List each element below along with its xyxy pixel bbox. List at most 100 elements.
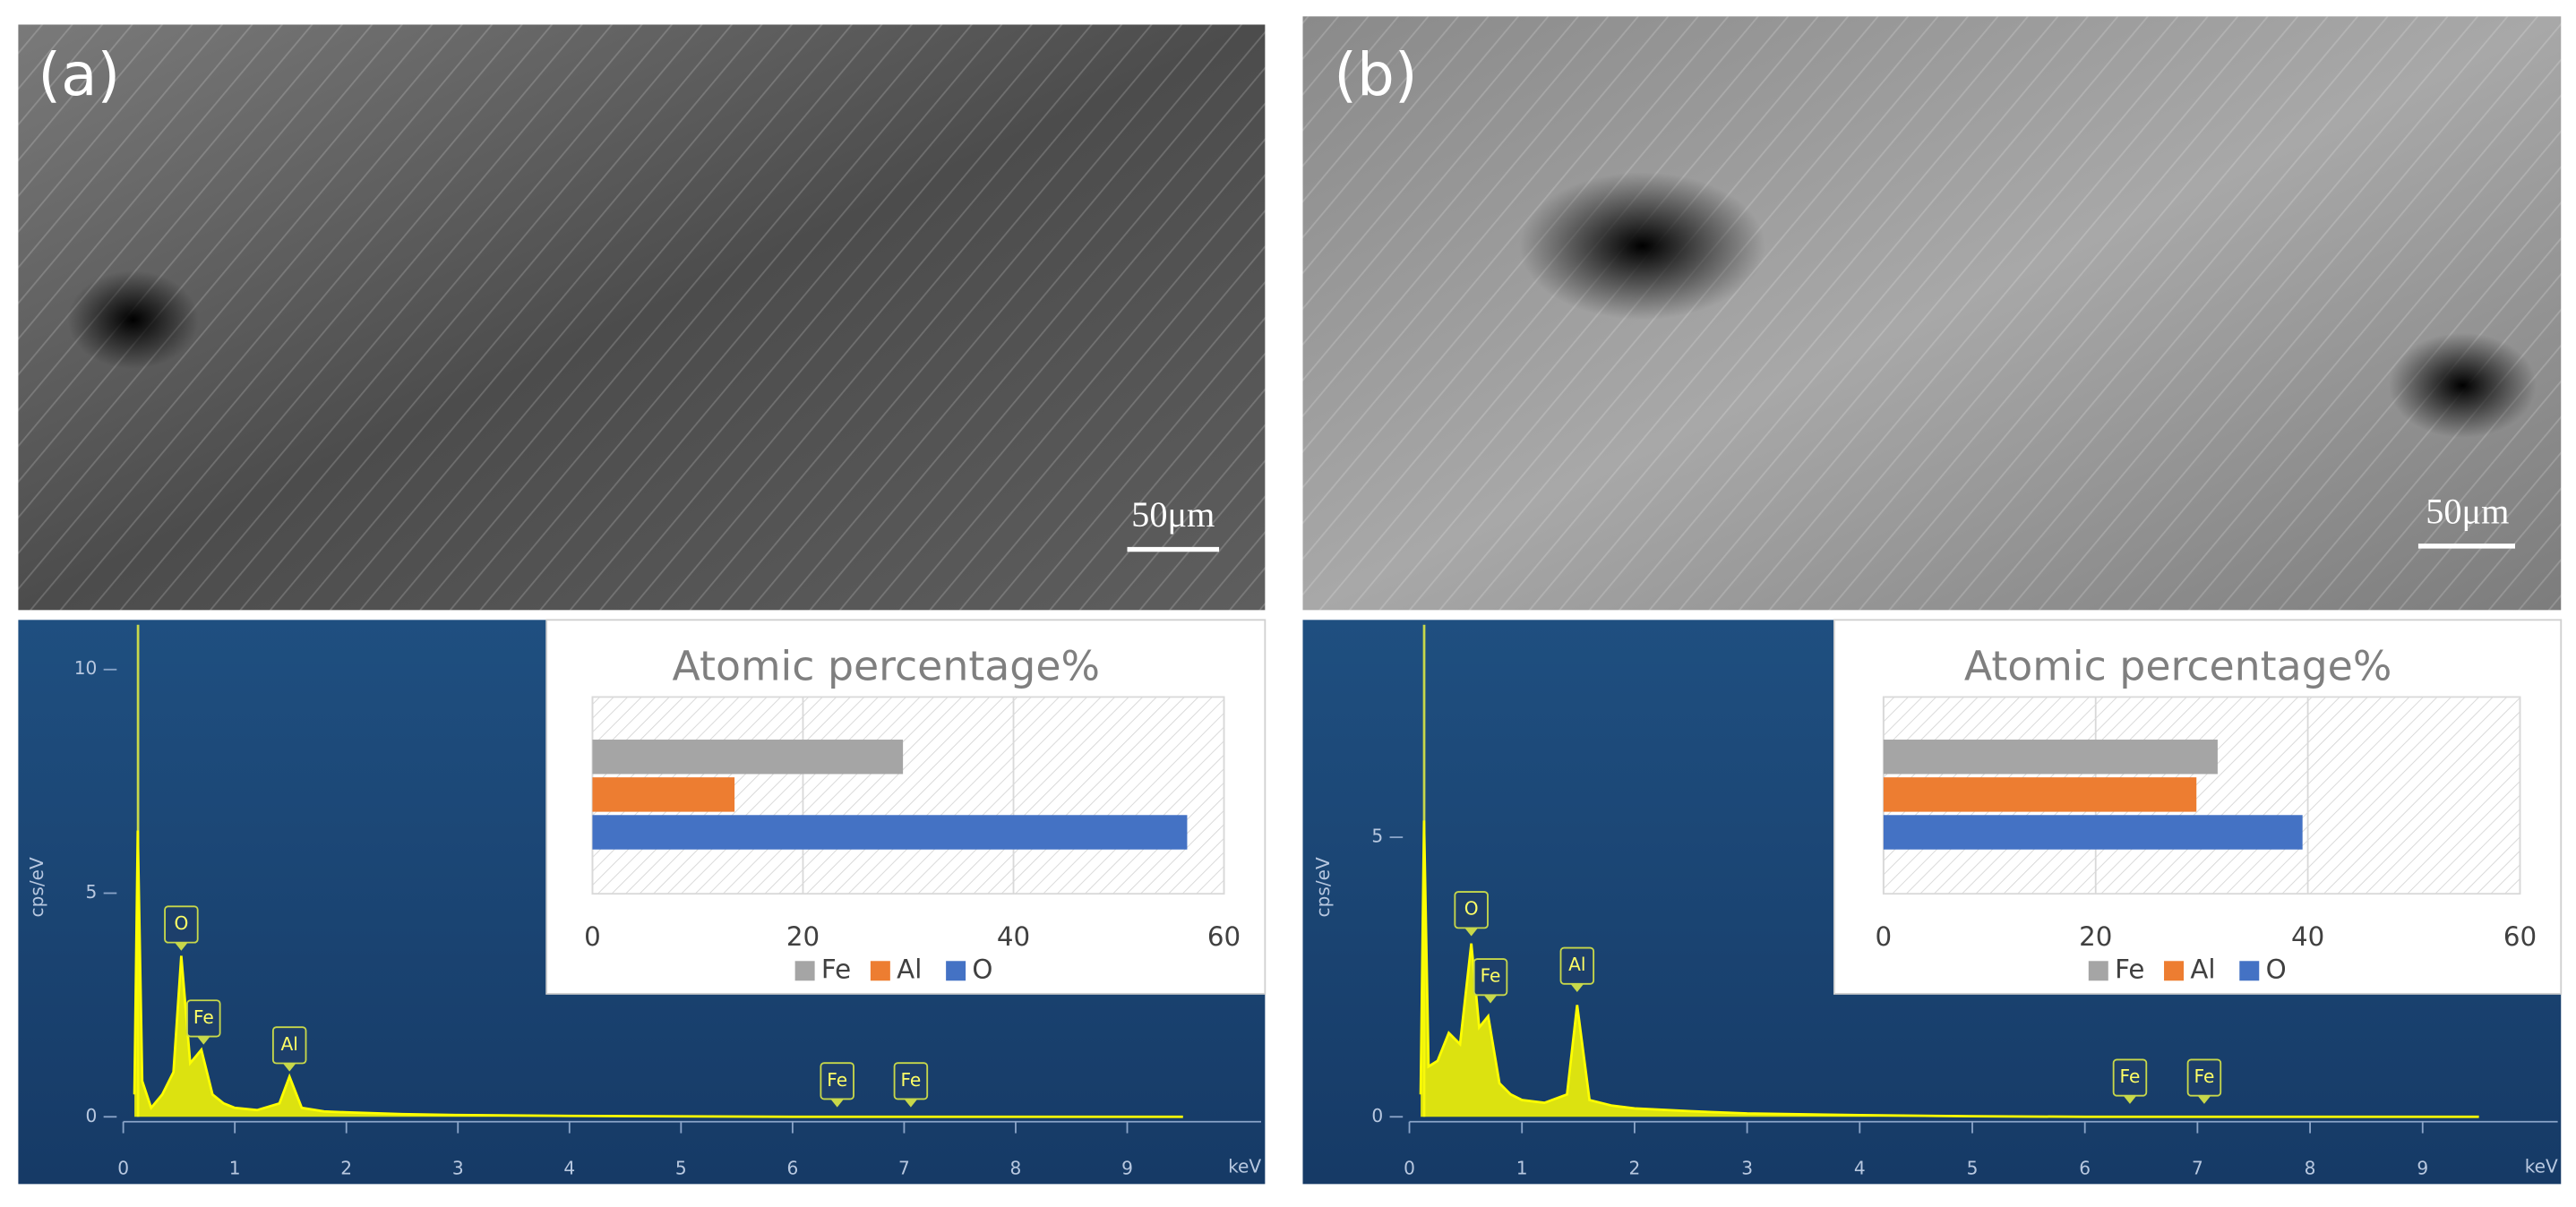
bar: [592, 740, 904, 775]
x-tick-label: 0: [117, 1157, 129, 1178]
legend-label: O: [972, 954, 992, 985]
bar: [1883, 740, 2218, 775]
peak-label-pointer: [2123, 1095, 2137, 1104]
peak-label-pointer: [904, 1099, 918, 1108]
peak-label: Fe: [900, 1069, 921, 1091]
peak-label-pointer: [282, 1063, 296, 1072]
peak-annotation: O: [164, 905, 199, 951]
x-tick-label: 1: [1516, 1157, 1528, 1178]
peak-label: Al: [1568, 954, 1585, 975]
x-tick-label: 9: [1121, 1157, 1133, 1178]
x-tick-label: 5: [675, 1157, 687, 1178]
scale-bar-label: 50μm: [1131, 494, 1215, 535]
x-tick-label: 7: [898, 1157, 910, 1178]
legend-label: O: [2266, 954, 2287, 985]
peak-annotation: Fe: [1473, 958, 1508, 1004]
legend-swatch: [2088, 961, 2108, 981]
x-tick-label: 40: [997, 921, 1030, 952]
legend-swatch: [2164, 961, 2185, 981]
x-tick-label: 40: [2291, 921, 2324, 952]
x-tick-label: 4: [563, 1157, 575, 1178]
peak-label-pointer: [1464, 928, 1478, 937]
legend-swatch: [794, 961, 815, 981]
peak-annotation: Fe: [2186, 1058, 2222, 1104]
peak-label-pointer: [1570, 983, 1584, 992]
x-tick-label: 3: [1741, 1157, 1753, 1178]
y-tick-label: 0: [1371, 1105, 1383, 1126]
scale-bar-label: 50μm: [2426, 491, 2509, 531]
peak-annotation: Fe: [186, 999, 221, 1045]
peak-label: O: [174, 912, 188, 934]
legend-swatch: [870, 961, 890, 981]
peak-annotation: O: [1454, 891, 1489, 937]
x-tick-label: 6: [2079, 1157, 2091, 1178]
x-tick-label: 6: [786, 1157, 798, 1178]
sem-feature: [67, 270, 199, 370]
inset-title: Atomic percentage%: [673, 643, 1100, 690]
x-tick-label: 0: [1876, 921, 1893, 952]
bar: [592, 777, 735, 812]
legend-label: Fe: [821, 954, 851, 985]
legend-label: Al: [2190, 954, 2215, 985]
bar: [592, 815, 1188, 850]
sem-feature: [2388, 332, 2537, 439]
peak-annotation: Al: [271, 1026, 307, 1072]
x-tick-label: 2: [1629, 1157, 1641, 1178]
peak-label: Fe: [2194, 1066, 2214, 1087]
peak-annotation: Fe: [2112, 1058, 2148, 1104]
legend-label: Fe: [2115, 954, 2144, 985]
x-tick-label: 8: [1010, 1157, 1022, 1178]
peak-label-pointer: [175, 942, 188, 951]
x-tick-label: 5: [1967, 1157, 1979, 1178]
y-tick-label: 5: [1371, 826, 1383, 847]
peak-label-pointer: [196, 1036, 210, 1045]
x-axis-label: keV: [1228, 1156, 1261, 1177]
x-tick-label: 7: [2192, 1157, 2203, 1178]
peak-annotation: Al: [1559, 946, 1595, 992]
x-axis-label: keV: [2525, 1156, 2558, 1177]
x-tick-label: 60: [1207, 921, 1241, 952]
sem-texture: [1302, 16, 2562, 611]
peak-label: Fe: [1481, 965, 1501, 987]
x-tick-label: 0: [1404, 1157, 1415, 1178]
inset-title: Atomic percentage%: [1964, 643, 2391, 690]
x-tick-label: 20: [786, 921, 820, 952]
panel-label: (b): [1334, 40, 1417, 109]
sem-feature: [1519, 172, 1765, 321]
peak-label: Fe: [193, 1006, 214, 1028]
peak-label-pointer: [830, 1099, 845, 1108]
x-tick-label: 60: [2503, 921, 2537, 952]
peak-label: Fe: [2120, 1066, 2141, 1087]
bar: [1883, 777, 2197, 812]
spectrum-line: [1419, 820, 2479, 1118]
y-axis-label: cps/eV: [26, 857, 47, 917]
x-tick-label: 2: [340, 1157, 352, 1178]
peak-label: Fe: [827, 1069, 847, 1091]
x-tick-label: 9: [2417, 1157, 2428, 1178]
x-tick-label: 20: [2079, 921, 2112, 952]
y-tick-label: 5: [86, 881, 98, 903]
panel-label: (a): [38, 40, 120, 109]
x-tick-label: 8: [2305, 1157, 2316, 1178]
legend-swatch: [2239, 961, 2260, 981]
y-tick-label: 0: [86, 1105, 98, 1126]
bar: [1883, 815, 2303, 850]
spectrum-line: [133, 830, 1183, 1118]
peak-label-pointer: [1483, 995, 1498, 1004]
sem-texture: [18, 24, 1266, 611]
x-tick-label: 0: [584, 921, 601, 952]
peak-annotation: Fe: [820, 1062, 854, 1108]
x-tick-label: 1: [229, 1157, 241, 1178]
legend-label: Al: [897, 954, 922, 985]
peak-label: O: [1464, 898, 1479, 920]
peak-label-pointer: [2197, 1095, 2211, 1104]
peak-annotation: Fe: [893, 1062, 929, 1108]
y-axis-label: cps/eV: [1312, 857, 1334, 917]
peak-label: Al: [281, 1033, 298, 1055]
y-tick-label: 10: [74, 657, 98, 679]
legend-swatch: [946, 961, 966, 981]
x-tick-label: 4: [1854, 1157, 1866, 1178]
